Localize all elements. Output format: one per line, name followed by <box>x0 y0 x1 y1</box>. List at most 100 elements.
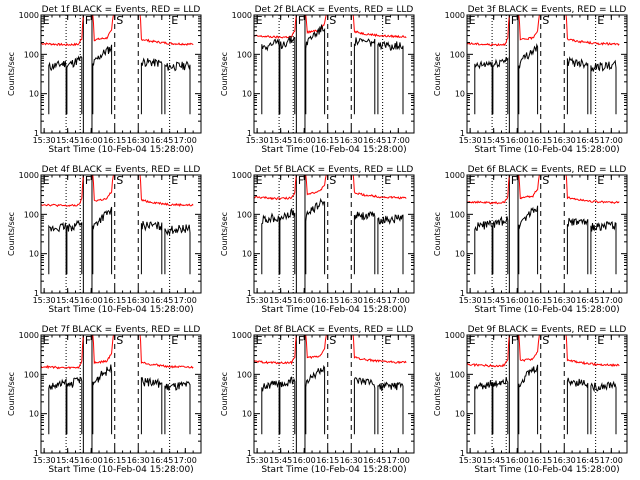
segment-label: F <box>511 174 517 187</box>
y-tick-label: 1 <box>247 289 252 298</box>
x-tick-label: 16:30 <box>127 136 150 145</box>
segment-label: S <box>329 334 336 347</box>
black-events-series <box>353 210 376 275</box>
y-tick-label: 1 <box>34 129 39 138</box>
segment-label: F <box>298 174 304 187</box>
x-tick-label: 15:45 <box>269 136 292 145</box>
y-tick-label: 1 <box>460 129 465 138</box>
y-tick-label: 1 <box>247 449 252 458</box>
segment-label: F <box>85 14 91 27</box>
y-tick-label: 100 <box>237 210 252 219</box>
y-tick-label: 10 <box>455 250 465 259</box>
x-tick-label: 16:15 <box>103 136 126 145</box>
x-tick-label: 15:45 <box>482 296 505 305</box>
red-lld-series <box>41 175 194 208</box>
x-axis-label: Start Time (10-Feb-04 15:28:00) <box>474 465 619 475</box>
y-tick-label: 10 <box>29 90 39 99</box>
x-tick-label: 16:00 <box>506 136 529 145</box>
segment-label: E <box>597 334 604 347</box>
panel-title: Det 6f BLACK = Events, RED = LLD <box>468 165 627 175</box>
x-tick-label: 16:00 <box>293 296 316 305</box>
x-tick-label: 16:45 <box>363 136 386 145</box>
x-tick-label: 16:15 <box>316 136 339 145</box>
segment-label: S <box>116 334 123 347</box>
black-events-series <box>566 377 589 435</box>
x-tick-label: 17:00 <box>600 136 623 145</box>
y-axis-label: Counts/sec <box>220 372 229 416</box>
y-tick-label: 1000 <box>232 331 252 340</box>
x-axis-label: Start Time (10-Feb-04 15:28:00) <box>261 305 406 315</box>
black-events-series <box>140 220 163 275</box>
segment-label: E <box>171 174 178 187</box>
segment-label: S <box>329 14 336 27</box>
black-events-series <box>279 35 296 115</box>
black-events-series <box>353 377 376 435</box>
red-lld-series <box>467 15 620 47</box>
black-events-series <box>140 376 163 435</box>
black-events-series <box>279 376 296 435</box>
segment-label: E <box>256 334 263 347</box>
y-axis-label: Counts/sec <box>7 372 16 416</box>
black-events-series <box>353 37 376 115</box>
x-tick-label: 16:00 <box>293 136 316 145</box>
red-lld-series <box>254 175 407 201</box>
y-tick-label: 1 <box>460 449 465 458</box>
segment-label: E <box>597 14 604 27</box>
red-lld-series <box>41 15 194 47</box>
segment-label: E <box>256 174 263 187</box>
plot-frame <box>466 174 628 294</box>
y-axis-label: Counts/sec <box>433 52 442 96</box>
black-events-series <box>566 217 589 275</box>
red-lld-series <box>467 335 620 368</box>
y-tick-label: 100 <box>24 370 39 379</box>
segment-label: E <box>43 334 50 347</box>
x-tick-label: 16:15 <box>529 296 552 305</box>
x-tick-label: 16:30 <box>553 456 576 465</box>
x-tick-label: 15:45 <box>56 456 79 465</box>
black-events-series <box>590 59 617 115</box>
y-tick-label: 1000 <box>19 11 39 20</box>
segment-label: E <box>469 14 476 27</box>
segment-label: E <box>384 174 391 187</box>
x-axis-label: Start Time (10-Feb-04 15:28:00) <box>48 145 193 155</box>
y-tick-label: 100 <box>450 210 465 219</box>
x-tick-label: 16:30 <box>553 136 576 145</box>
black-events-series <box>66 55 83 115</box>
x-tick-label: 16:00 <box>80 456 103 465</box>
y-tick-label: 1000 <box>19 171 39 180</box>
black-events-series <box>377 40 404 115</box>
segment-label: E <box>384 334 391 347</box>
plot-frame <box>40 334 202 454</box>
x-tick-label: 17:00 <box>600 456 623 465</box>
y-tick-label: 1000 <box>232 171 252 180</box>
y-tick-label: 1000 <box>445 331 465 340</box>
plot-frame <box>253 174 415 294</box>
x-tick-label: 16:00 <box>506 456 529 465</box>
black-events-series <box>48 377 67 435</box>
y-tick-label: 100 <box>237 50 252 59</box>
black-events-series <box>518 42 539 115</box>
black-events-series <box>305 364 326 435</box>
y-tick-label: 1 <box>247 129 252 138</box>
plot-frame <box>40 14 202 134</box>
x-tick-label: 16:15 <box>316 296 339 305</box>
panel-title: Det 9f BLACK = Events, RED = LLD <box>468 325 627 335</box>
black-events-series <box>590 380 617 435</box>
x-tick-label: 16:00 <box>293 456 316 465</box>
x-tick-label: 16:45 <box>363 456 386 465</box>
x-tick-label: 16:45 <box>576 456 599 465</box>
segment-label: E <box>171 14 178 27</box>
plot-frame <box>466 334 628 454</box>
black-events-series <box>261 212 280 275</box>
black-events-series <box>92 206 113 275</box>
black-events-series <box>279 207 296 275</box>
x-tick-label: 16:15 <box>529 136 552 145</box>
x-tick-label: 16:15 <box>103 456 126 465</box>
x-tick-label: 17:00 <box>600 296 623 305</box>
black-events-series <box>48 221 67 275</box>
